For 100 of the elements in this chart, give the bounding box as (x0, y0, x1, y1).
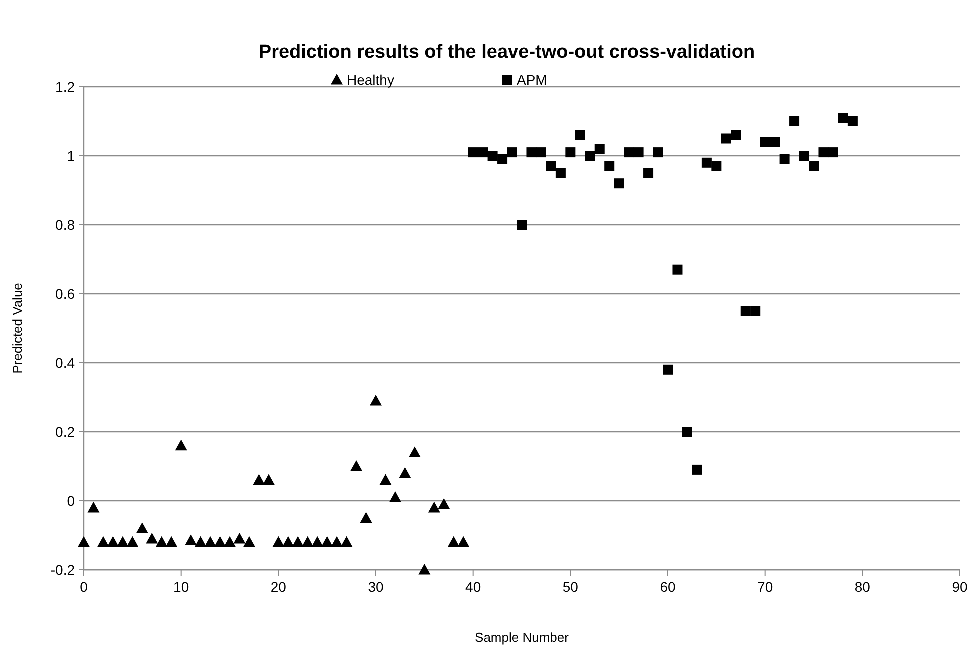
point (272, 536, 285, 548)
point (828, 148, 838, 158)
point (312, 536, 324, 548)
point (614, 178, 624, 189)
point (204, 536, 217, 548)
point (672, 264, 683, 275)
legend-label: Healthy (347, 72, 394, 88)
point (604, 161, 615, 172)
point (594, 144, 605, 154)
point (653, 148, 664, 158)
point (253, 474, 266, 486)
x-tick-label: 50 (562, 579, 579, 595)
point (243, 536, 256, 548)
x-tick-label: 80 (854, 579, 871, 595)
x-tick-label: 70 (758, 579, 774, 595)
chart-title: Prediction results of the leave-two-out cross-validation (258, 42, 756, 63)
x-tick-label: 60 (660, 579, 676, 595)
point (712, 161, 722, 172)
point (438, 498, 450, 510)
point (194, 536, 207, 548)
x-tick-label: 0 (80, 579, 88, 595)
y-tick-label: 1.2 (56, 79, 76, 95)
y-axis-title: Predicted Value (10, 283, 25, 374)
point (116, 536, 129, 548)
point (408, 446, 421, 458)
point (340, 536, 353, 548)
point (166, 536, 178, 548)
point (214, 536, 226, 548)
point (478, 148, 488, 158)
point (389, 492, 402, 502)
point (546, 161, 556, 172)
point (488, 151, 498, 161)
point (517, 220, 527, 230)
y-tick-label: 1 (67, 148, 76, 164)
point (370, 394, 382, 406)
point (750, 306, 761, 316)
point (731, 130, 742, 140)
point (556, 168, 566, 178)
point (818, 148, 829, 158)
point (350, 460, 363, 472)
x-axis-title: Sample Number (475, 630, 570, 645)
point (848, 116, 858, 126)
x-tick-label: 20 (270, 579, 287, 595)
point (507, 148, 518, 158)
point (838, 113, 848, 124)
point (809, 161, 819, 172)
point (740, 306, 751, 316)
y-tick-label: 0.4 (56, 355, 76, 371)
point (790, 116, 800, 126)
point (360, 512, 372, 524)
point (780, 154, 790, 164)
point (760, 137, 770, 148)
point (721, 134, 732, 144)
point (107, 536, 120, 548)
point (418, 564, 431, 575)
x-tick-label: 40 (466, 579, 482, 595)
point (634, 148, 644, 158)
point (282, 536, 294, 548)
point (428, 502, 440, 513)
y-tick-label: 0 (67, 493, 76, 509)
x-tick-label: 10 (174, 579, 190, 595)
point (224, 536, 236, 548)
point (692, 464, 702, 475)
x-tick-label: 30 (368, 579, 384, 595)
point (566, 148, 576, 158)
point (136, 522, 148, 534)
y-tick-label: 0.6 (56, 286, 76, 302)
y-tick-label: -0.2 (50, 562, 76, 578)
point (156, 536, 168, 548)
point (624, 148, 634, 158)
x-tick-label: 90 (952, 579, 968, 595)
point (458, 536, 470, 548)
point (185, 534, 198, 546)
point (302, 536, 314, 548)
point (770, 137, 780, 148)
point (234, 532, 246, 544)
point (498, 154, 508, 164)
point (702, 158, 712, 168)
point (380, 474, 392, 486)
point (175, 440, 188, 451)
point (126, 536, 139, 548)
point (331, 536, 344, 548)
point (88, 502, 100, 513)
point (399, 467, 412, 478)
point (644, 168, 654, 178)
point (536, 148, 546, 158)
point (799, 151, 810, 161)
point (292, 536, 304, 548)
point (585, 151, 596, 161)
legend-label: APM (517, 72, 548, 88)
point (663, 364, 673, 375)
point (97, 536, 110, 548)
point (468, 148, 478, 158)
point (575, 130, 586, 140)
point (321, 536, 334, 548)
y-tick-label: 0.2 (56, 424, 76, 440)
point (526, 148, 537, 158)
point (262, 474, 275, 486)
point (682, 427, 692, 437)
point (448, 536, 460, 548)
